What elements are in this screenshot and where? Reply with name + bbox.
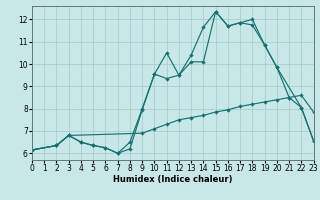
X-axis label: Humidex (Indice chaleur): Humidex (Indice chaleur)	[113, 175, 233, 184]
